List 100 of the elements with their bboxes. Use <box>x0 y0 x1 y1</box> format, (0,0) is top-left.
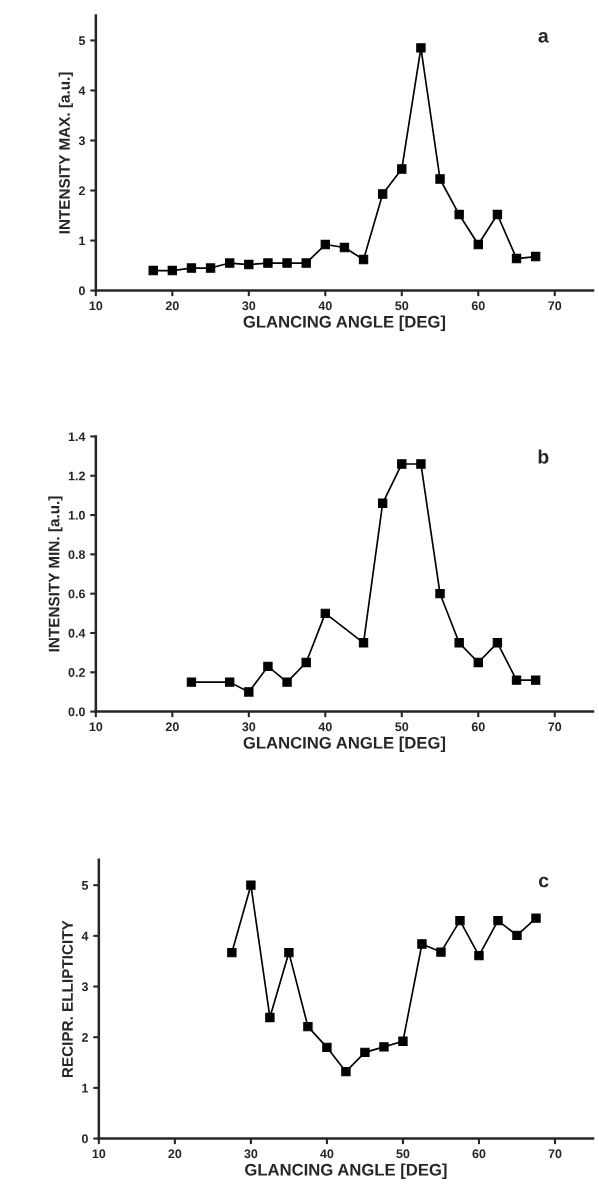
point <box>397 459 407 469</box>
annotation: a <box>538 31 549 43</box>
y-tick-label: 1.4 <box>68 432 86 441</box>
x-axis-title: GLANCING ANGLE [DEG] <box>245 1163 447 1179</box>
x-tick-label: 60 <box>471 301 485 311</box>
point <box>417 939 427 949</box>
x-tick-label: 10 <box>92 1149 106 1159</box>
y-tick-label: 0.8 <box>68 550 86 560</box>
x-tick-label: 10 <box>89 301 103 311</box>
point <box>205 263 216 273</box>
point <box>282 258 292 268</box>
point <box>512 930 522 941</box>
x-tick-label: 20 <box>165 722 179 732</box>
point <box>358 254 369 265</box>
point <box>303 1021 313 1032</box>
point <box>530 675 541 685</box>
point <box>531 913 541 923</box>
y-tick-label: 5 <box>78 36 86 46</box>
point <box>377 189 388 199</box>
x-tick-label: 20 <box>168 1149 182 1159</box>
point <box>282 677 292 687</box>
point <box>511 253 522 264</box>
point <box>148 265 158 276</box>
point <box>435 588 445 599</box>
x-tick-label: 20 <box>165 301 179 311</box>
x-tick-label: 50 <box>395 301 409 311</box>
point <box>473 239 483 250</box>
annotation: b <box>538 449 549 464</box>
point <box>377 498 388 508</box>
point <box>436 947 446 957</box>
point <box>186 263 197 273</box>
point <box>493 915 503 926</box>
point <box>397 164 407 174</box>
point <box>341 1066 351 1077</box>
y-axis-title: INTENSITY MAX. [a.u.] <box>58 72 73 234</box>
point <box>492 209 503 220</box>
y-tick-label: 0.2 <box>68 668 85 677</box>
y-tick-label: 1 <box>79 236 86 246</box>
point <box>358 638 369 648</box>
y-tick-label: 0 <box>81 1134 88 1144</box>
point <box>167 265 178 276</box>
point <box>263 661 273 672</box>
point <box>246 880 256 890</box>
y-tick-label: 2 <box>81 1033 88 1042</box>
x-tick-label: 30 <box>242 301 256 311</box>
y-tick-label: 3 <box>81 982 88 992</box>
y-axis-title: RECIPR. ELLIPTICITY <box>62 920 73 1078</box>
x-tick-label: 70 <box>548 1149 562 1159</box>
y-tick-label: 1.2 <box>68 471 85 481</box>
point <box>473 657 483 668</box>
point <box>474 950 484 961</box>
point <box>416 459 426 469</box>
y-tick-label: 1 <box>82 1083 89 1093</box>
point <box>265 1012 275 1023</box>
point <box>398 1036 408 1046</box>
point <box>186 677 197 687</box>
y-tick-label: 5 <box>81 881 89 890</box>
x-tick-label: 30 <box>242 722 256 732</box>
x-axis-title: GLANCING ANGLE [DEG] <box>243 736 446 752</box>
annotation: c <box>538 876 549 888</box>
point <box>244 259 254 270</box>
y-tick-label: 0.0 <box>68 707 85 717</box>
point <box>227 947 237 958</box>
point <box>455 915 465 926</box>
x-axis-title: GLANCING ANGLE [DEG] <box>243 315 446 331</box>
y-tick-label: 4 <box>81 931 89 941</box>
x-tick-label: 10 <box>89 722 103 732</box>
x-tick-label: 60 <box>471 722 485 732</box>
point <box>530 251 541 262</box>
point <box>492 638 503 648</box>
point <box>244 687 254 697</box>
x-tick-label: 70 <box>548 722 562 732</box>
x-tick-label: 30 <box>244 1149 258 1159</box>
point <box>284 947 294 958</box>
y-tick-label: 1.0 <box>68 510 85 520</box>
point <box>454 209 464 220</box>
point <box>379 1042 389 1052</box>
y-tick-label: 0 <box>78 286 85 296</box>
x-tick-label: 40 <box>318 722 332 732</box>
point <box>320 608 330 619</box>
x-tick-label: 70 <box>548 301 562 311</box>
y-tick-label: 0.4 <box>68 628 86 638</box>
point <box>454 638 464 648</box>
point <box>225 258 235 268</box>
point <box>339 242 350 253</box>
y-axis-title: INTENSITY MIN. [a.u.] <box>48 496 63 652</box>
point <box>263 258 273 268</box>
x-tick-label: 40 <box>320 1149 334 1159</box>
y-tick-label: 4 <box>78 86 86 95</box>
y-tick-label: 0.6 <box>68 589 85 599</box>
point <box>301 258 311 268</box>
point <box>416 43 426 53</box>
point <box>225 677 235 687</box>
point <box>322 1042 332 1053</box>
x-tick-label: 60 <box>472 1149 486 1159</box>
x-tick-label: 40 <box>318 301 332 311</box>
point <box>360 1047 370 1058</box>
point <box>301 657 311 668</box>
point <box>320 239 330 250</box>
y-tick-label: 2 <box>78 186 85 196</box>
